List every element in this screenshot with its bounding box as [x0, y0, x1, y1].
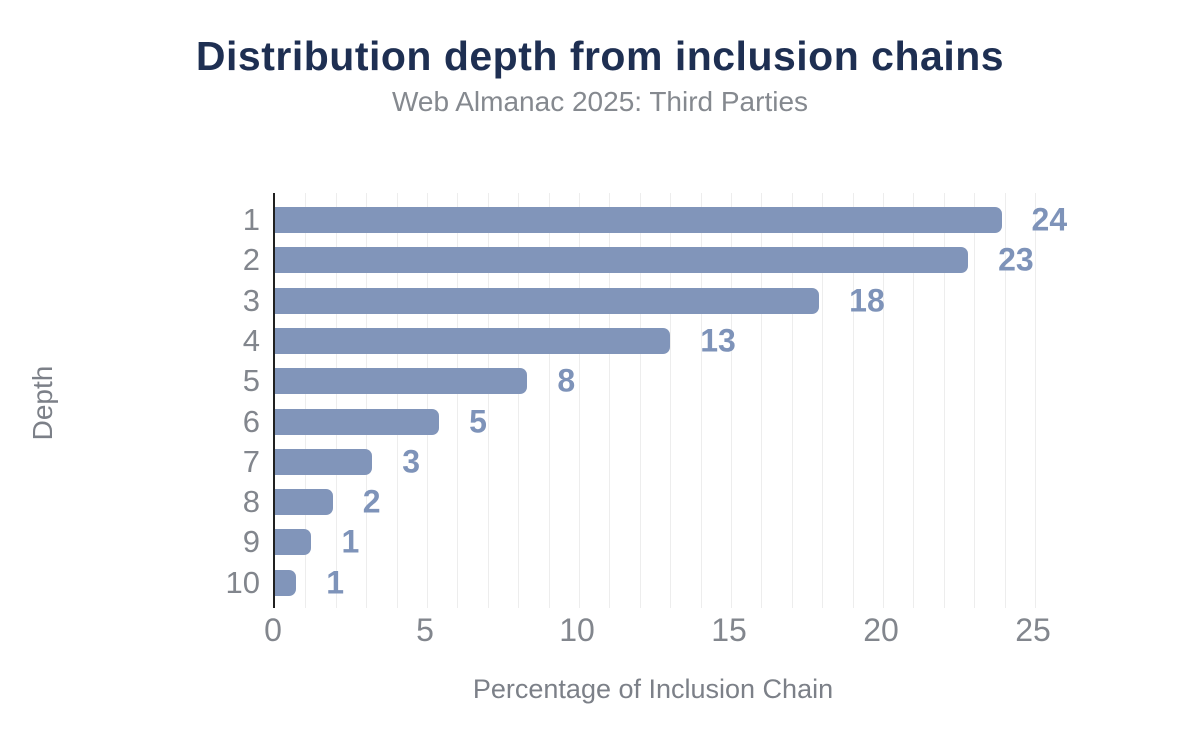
- y-tick-label: 1: [242, 202, 260, 237]
- value-label: 24: [1031, 201, 1068, 238]
- plot-area: 1 24 2 23 3 18 4 13 5 8 6 5 7 3 8 2 9 1 10 1: [226, 193, 1067, 608]
- bar-depth-6: [275, 408, 440, 435]
- gridline: [670, 193, 672, 608]
- gridline: [609, 193, 611, 608]
- gridline: [731, 193, 732, 608]
- value-label: 5: [469, 403, 487, 439]
- gridline: [822, 193, 824, 608]
- y-tick-label: 4: [242, 322, 260, 358]
- bar-depth-3: [275, 287, 820, 314]
- gridline: [579, 193, 580, 608]
- gridline: [943, 193, 945, 608]
- value-label: 18: [849, 282, 885, 319]
- y-tick-label: 7: [242, 443, 260, 479]
- gridline: [305, 193, 307, 608]
- bar-depth-7: [275, 448, 373, 475]
- gridline: [457, 193, 459, 608]
- y-tick-label: 9: [242, 524, 260, 560]
- gridline: [639, 193, 641, 608]
- gridline: [761, 193, 763, 608]
- gridline: [335, 193, 337, 608]
- bar-depth-2: [275, 247, 969, 274]
- value-label: 8: [557, 362, 576, 399]
- y-tick-label: 6: [242, 403, 260, 439]
- gridline: [791, 193, 793, 608]
- x-tick-label: 10: [559, 612, 595, 648]
- value-label: 3: [402, 443, 421, 480]
- gridline: [487, 193, 489, 608]
- bar-depth-1: [275, 207, 1002, 233]
- chart-subtitle: Web Almanac 2025: Third Parties: [391, 86, 809, 117]
- gridline: [1035, 193, 1036, 608]
- x-tick-label: 15: [711, 612, 747, 648]
- gridline: [396, 193, 398, 608]
- gridline: [700, 193, 702, 608]
- value-label: 13: [700, 322, 736, 359]
- x-tick-label: 20: [863, 612, 899, 648]
- y-tick-label: 10: [225, 564, 260, 600]
- bar-depth-4: [275, 327, 671, 354]
- x-tick-label: 5: [416, 612, 434, 648]
- y-tick-label: 2: [242, 242, 260, 278]
- bar-depth-10: [275, 569, 297, 596]
- x-tick-label: 25: [1015, 612, 1051, 648]
- x-tick-label: 0: [264, 612, 282, 648]
- gridline: [1004, 193, 1006, 608]
- x-axis-title: Percentage of Inclusion Chain: [472, 674, 834, 704]
- y-tick-label: 3: [242, 282, 260, 318]
- gridline: [852, 193, 854, 608]
- gridline: [974, 193, 976, 608]
- gridline: [548, 193, 550, 608]
- y-tick-label: 5: [242, 363, 260, 399]
- bar-depth-5: [275, 368, 528, 395]
- bar-depth-9: [275, 529, 312, 556]
- value-label: 2: [362, 483, 381, 520]
- y-tick-label: 8: [242, 484, 260, 520]
- gridline: [518, 193, 520, 608]
- chart-title: Distribution depth from inclusion chains: [195, 33, 1005, 79]
- gridline: [427, 193, 428, 608]
- value-label: 23: [998, 241, 1034, 278]
- bar-depth-8: [275, 489, 333, 516]
- gridline: [883, 193, 884, 608]
- gridline: [913, 193, 915, 608]
- value-label: 1: [326, 564, 345, 601]
- value-label: 1: [341, 523, 360, 560]
- y-axis-title: Depth: [27, 365, 58, 441]
- gridline: [366, 193, 368, 608]
